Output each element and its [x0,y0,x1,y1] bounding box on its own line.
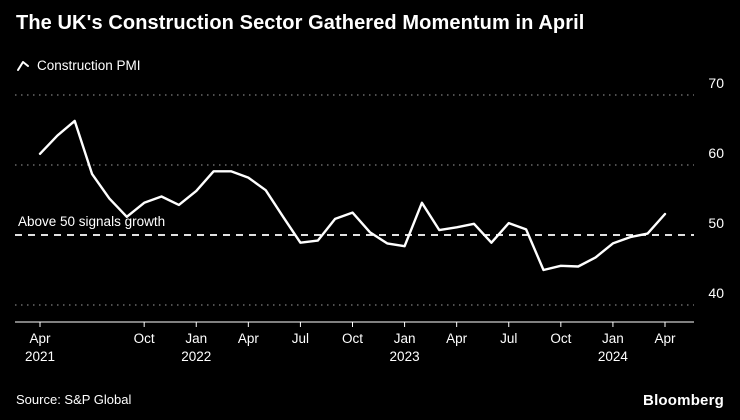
x-tick-label: Oct [134,331,155,346]
x-tick-label: Jul [500,331,517,346]
x-tick-year-label: 2021 [25,349,55,364]
x-tick-label: Apr [238,331,260,346]
y-tick-label-40: 40 [708,285,724,301]
x-tick-year-label: 2023 [390,349,420,364]
chart-title: The UK's Construction Sector Gathered Mo… [16,12,585,34]
x-tick-label: Apr [654,331,676,346]
source-text: Source: S&P Global [16,392,132,407]
x-tick-label: Jan [185,331,207,346]
x-tick-label: Jan [602,331,624,346]
bloomberg-logo: Bloomberg [643,392,724,409]
x-tick-year-label: 2022 [181,349,211,364]
x-tick-label: Apr [29,331,51,346]
x-tick-label: Jul [292,331,309,346]
legend-label: Construction PMI [37,58,141,73]
y-tick-label-70: 70 [708,75,724,91]
x-tick-label: Oct [342,331,363,346]
line-series-icon [17,61,29,71]
y-tick-label-60: 60 [708,145,724,161]
pmi-series-line [38,119,667,272]
y-tick-label-50: 50 [708,215,724,231]
legend: Construction PMI [16,58,141,73]
threshold-annotation: Above 50 signals growth [18,214,165,229]
x-tick-year-label: 2024 [598,349,629,364]
x-tick-label: Oct [550,331,571,346]
x-tick-label: Apr [446,331,468,346]
x-tick-label: Jan [394,331,416,346]
